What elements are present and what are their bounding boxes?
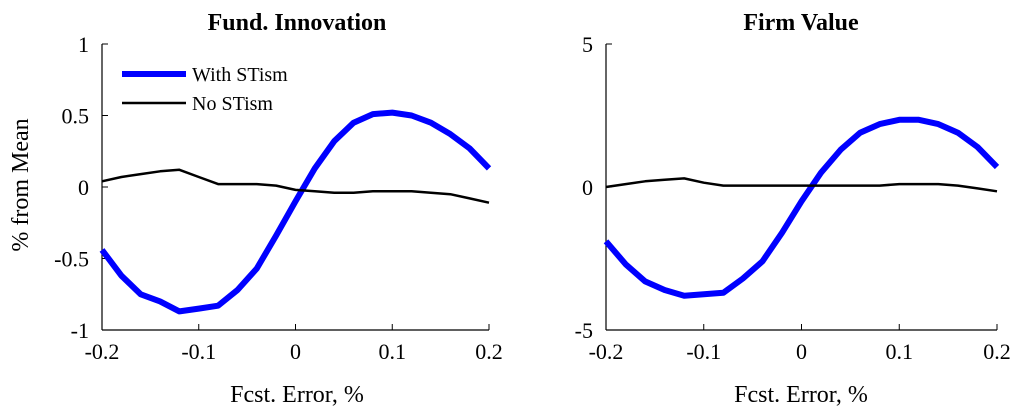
x-tick-label: 0.2 xyxy=(983,339,1011,364)
panel-2-title: Firm Value xyxy=(743,10,859,36)
panel-1-xlabel: Fcst. Error, % xyxy=(230,382,364,408)
panel-1-axes xyxy=(101,44,489,331)
series-line-no-stism xyxy=(101,168,490,204)
legend-label-no-stism: No STism xyxy=(192,93,273,115)
series-line-with-stism xyxy=(603,116,1000,299)
panel-1-ticks: -0.2 -0.1 0 0.1 0.2 -1 -0.5 0 0.5 1 xyxy=(54,32,503,364)
y-tick-label: -1 xyxy=(71,318,89,343)
panel-1-series xyxy=(99,109,492,315)
x-tick-label: 0 xyxy=(796,339,807,364)
panel-firm-value: Firm Value Fcst. Error, % -0.2 -0.1 0 0.1 0.… xyxy=(575,10,1011,408)
panel-1-title: Fund. Innovation xyxy=(208,10,387,36)
series-line-with-stism xyxy=(99,109,492,315)
panel-fund-innovation: Fund. Innovation % from Mean Fcst. Error… xyxy=(8,10,503,408)
y-tick-label: -5 xyxy=(575,318,593,343)
x-tick-label: 0.1 xyxy=(379,339,407,364)
x-tick-label: -0.1 xyxy=(181,339,216,364)
x-tick-label: -0.2 xyxy=(589,339,624,364)
y-tick-label: 0.5 xyxy=(62,104,90,129)
x-tick-label: 0.2 xyxy=(475,339,503,364)
y-tick-label: 5 xyxy=(582,32,593,57)
y-tick-label: -0.5 xyxy=(54,247,89,272)
panel-1-legend: With STism No STism xyxy=(122,64,288,115)
panel-2-series xyxy=(603,116,1000,299)
series-line-no-stism xyxy=(605,177,998,193)
x-tick-label: -0.1 xyxy=(686,339,721,364)
y-tick-label: 0 xyxy=(78,175,89,200)
x-tick-label: -0.2 xyxy=(85,339,120,364)
panel-2-xlabel: Fcst. Error, % xyxy=(734,382,868,408)
y-tick-label: 0 xyxy=(582,175,593,200)
x-tick-label: 0.1 xyxy=(886,339,914,364)
legend-label-with-stism: With STism xyxy=(192,64,288,86)
x-tick-label: 0 xyxy=(290,339,301,364)
y-tick-label: 1 xyxy=(78,32,89,57)
panel-2-ticks: -0.2 -0.1 0 0.1 0.2 -5 0 5 xyxy=(575,32,1011,364)
panel-1-ylabel: % from Mean xyxy=(8,118,34,251)
